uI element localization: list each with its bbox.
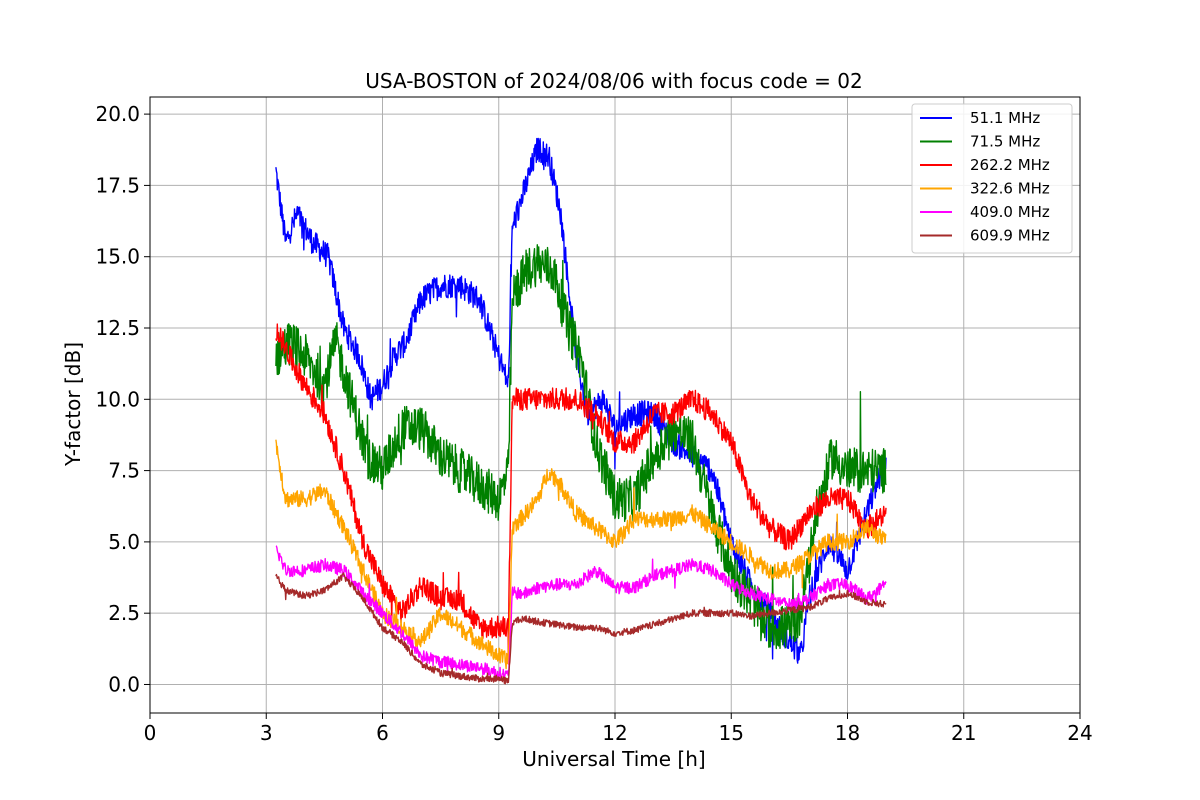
x-tick-label: 9: [492, 721, 505, 745]
series-line-5: [275, 572, 887, 685]
y-tick-label: 17.5: [95, 173, 140, 197]
x-tick-label: 21: [951, 721, 976, 745]
x-tick-label: 6: [376, 721, 389, 745]
x-axis: 0 3 6 9 12 15 18 21 24: [144, 713, 1093, 745]
legend-label: 322.6 MHz: [970, 180, 1050, 198]
y-axis: 0.0 2.5 5.0 7.5 10.0 12.5 15.0 17.5 20.0: [95, 102, 150, 696]
y-tick-label: 0.0: [108, 672, 140, 696]
y-tick-label: 15.0: [95, 245, 140, 269]
x-tick-label: 3: [260, 721, 273, 745]
x-tick-label: 24: [1067, 721, 1092, 745]
legend-label: 409.0 MHz: [970, 203, 1050, 221]
y-tick-label: 2.5: [108, 601, 140, 625]
y-tick-label: 20.0: [95, 102, 140, 126]
y-tick-label: 5.0: [108, 530, 140, 554]
y-tick-label: 7.5: [108, 459, 140, 483]
y-tick-label: 10.0: [95, 387, 140, 411]
y-tick-label: 12.5: [95, 316, 140, 340]
x-tick-label: 15: [719, 721, 744, 745]
legend-label: 71.5 MHz: [970, 133, 1040, 151]
legend-label: 51.1 MHz: [970, 109, 1040, 127]
series-line-2: [275, 323, 887, 660]
legend-label: 262.2 MHz: [970, 156, 1050, 174]
legend-label: 609.9 MHz: [970, 227, 1050, 245]
series-line-4: [275, 545, 887, 681]
x-axis-label: Universal Time [h]: [522, 747, 705, 771]
chart-title: USA-BOSTON of 2024/08/06 with focus code…: [365, 69, 862, 93]
x-tick-label: 0: [144, 721, 157, 745]
x-tick-label: 12: [602, 721, 627, 745]
series-line-1: [275, 244, 887, 650]
x-tick-label: 18: [835, 721, 860, 745]
series-layer: [275, 137, 887, 685]
legend: 51.1 MHz 71.5 MHz 262.2 MHz 322.6 MHz 409.0 …: [911, 103, 1073, 254]
y-axis-label: Y-factor [dB]: [61, 342, 85, 467]
